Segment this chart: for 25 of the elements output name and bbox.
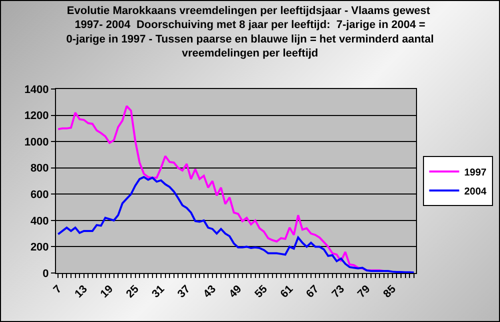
x-tick-label: 31: [150, 283, 168, 300]
y-tick-label: 400: [30, 215, 49, 228]
legend-label: 1997: [464, 167, 487, 178]
x-tick-label: 49: [227, 283, 244, 300]
y-tick-label: 800: [30, 162, 49, 175]
y-tick-label: 1200: [24, 110, 49, 122]
x-tick-label: 67: [304, 283, 322, 300]
x-tick-label: 7: [51, 283, 64, 296]
x-tick-label: 79: [356, 283, 373, 300]
x-tick-label: 13: [72, 283, 90, 300]
x-tick-label: 73: [330, 283, 348, 300]
y-tick-label: 200: [30, 242, 49, 254]
legend-label: 2004: [464, 186, 487, 198]
y-tick-label: 1400: [24, 84, 49, 96]
chart-title: Evolutie Marokkaans vreemdelingen per leeftijdsjaar - Vlaams gewest 1997- 2004 Doorschuiving met 8 jaar per leeftijd: 7-jarige in 2004 = 0-jarige in 1997 - Tussen paarse en blauwe lijn = het verminderd aantal vreemdelingen per leeftijd: [66, 4, 434, 60]
y-tick-label: 1000: [24, 136, 49, 148]
x-tick-label: 19: [98, 283, 116, 300]
y-tick-label: 600: [30, 188, 49, 201]
x-tick-label: 37: [176, 283, 193, 300]
x-tick-label: 85: [381, 283, 398, 300]
x-tick-label: 55: [252, 283, 270, 300]
x-tick-label: 43: [201, 283, 218, 300]
y-tick-label: 0: [42, 268, 49, 280]
x-tick-label: 61: [278, 283, 296, 300]
x-tick-label: 25: [124, 283, 142, 300]
